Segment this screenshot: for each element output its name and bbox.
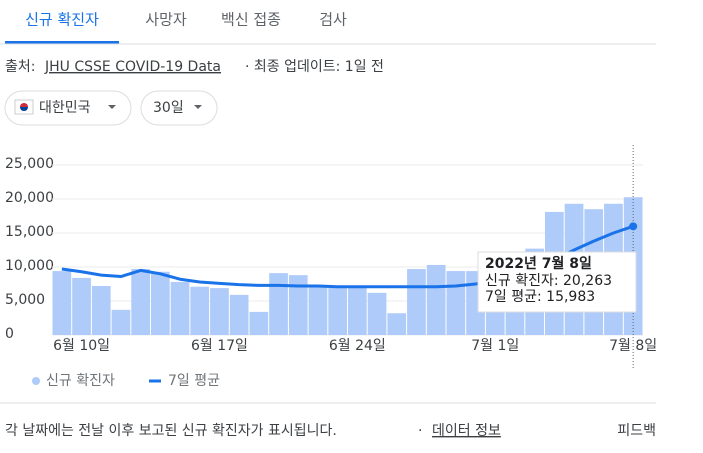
tooltip-date: 2022년 7월 8일 [485, 255, 592, 272]
bar [151, 271, 170, 335]
bar [446, 271, 466, 335]
bar [52, 271, 72, 335]
footer-sep: · [418, 423, 422, 439]
bar [72, 277, 91, 335]
bar [249, 311, 269, 335]
bar [190, 286, 210, 335]
legend-label: 7일 평균 [168, 373, 220, 389]
bar [288, 275, 308, 335]
x-tick-label: 6월 17일 [191, 338, 248, 354]
bar [407, 269, 426, 335]
x-tick-label: 6월 10일 [53, 338, 110, 354]
tooltip-line: 신규 확진자: 20,263 [485, 273, 612, 289]
y-tick-label: 10,000 [5, 258, 54, 274]
legend-swatch [32, 377, 40, 385]
bar [210, 288, 229, 335]
range-dropdown[interactable] [140, 90, 218, 126]
tab[interactable]: 백신 접종 [221, 11, 281, 29]
footer-note: 각 날짜에는 전날 이후 보고된 신규 확진자가 표시됩니다. [5, 423, 337, 439]
bar [111, 309, 131, 335]
tooltip [477, 251, 637, 313]
bar [367, 292, 387, 335]
source-suffix: · 최종 업데이트: 1일 전 [245, 59, 384, 75]
tab[interactable]: 검사 [319, 11, 347, 29]
source-link[interactable]: JHU CSSE COVID-19 Data [44, 59, 221, 75]
dropdown-arrow [194, 105, 202, 109]
tab[interactable]: 신규 확진자 [25, 11, 99, 29]
footer-link[interactable]: 데이터 정보 [432, 423, 501, 439]
bar [229, 294, 249, 335]
bar [387, 313, 407, 335]
bar [426, 264, 446, 335]
x-tick-label: 7월 1일 [471, 338, 519, 354]
y-tick-label: 5,000 [5, 292, 45, 308]
dropdown-label: 30일 [153, 100, 184, 116]
hover-dot [629, 222, 638, 231]
legend-label: 신규 확진자 [46, 373, 115, 389]
bar [308, 286, 328, 335]
bar [348, 287, 367, 335]
source-prefix: 출처: [5, 59, 35, 75]
bar [328, 286, 347, 335]
y-tick-label: 15,000 [5, 224, 54, 240]
tab[interactable]: 사망자 [145, 11, 187, 29]
dropdown-arrow [108, 105, 116, 109]
tooltip-line: 7일 평균: 15,983 [485, 289, 595, 305]
country-dropdown[interactable] [4, 90, 132, 126]
y-tick-label: 0 [5, 326, 14, 342]
y-tick-label: 25,000 [5, 156, 54, 172]
bar [269, 273, 288, 335]
feedback[interactable]: 피드백 [617, 423, 656, 439]
dropdown-label: 대한민국 [39, 100, 91, 116]
bar [91, 286, 111, 335]
y-tick-label: 20,000 [5, 190, 54, 206]
x-tick-label: 6월 24일 [329, 338, 386, 354]
chart: 0 5,000 10,000 15,000 20,000 25,000 6월 10일 6월 1… [5, 145, 657, 389]
tab-indicator [5, 41, 119, 44]
flag-icon [20, 107, 28, 111]
bar [170, 281, 190, 335]
bar [131, 269, 150, 335]
